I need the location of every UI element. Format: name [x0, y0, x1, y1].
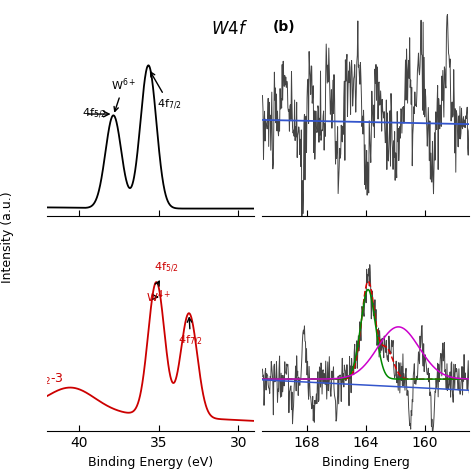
Text: 4f$_{5/2}$: 4f$_{5/2}$ — [155, 261, 179, 286]
Text: Intensity (a.u.): Intensity (a.u.) — [0, 191, 14, 283]
X-axis label: Binding Energ: Binding Energ — [322, 456, 410, 469]
Text: W$^{4+}$: W$^{4+}$ — [146, 289, 172, 305]
Text: (b): (b) — [273, 20, 295, 34]
X-axis label: Binding Energy (eV): Binding Energy (eV) — [88, 456, 213, 469]
Text: W$^{6+}$: W$^{6+}$ — [111, 76, 137, 111]
Text: 4f$_{7/2}$: 4f$_{7/2}$ — [151, 72, 182, 111]
Text: $\mathit{W4f}$: $\mathit{W4f}$ — [211, 20, 248, 38]
Text: 4f$_{5/2}$: 4f$_{5/2}$ — [82, 107, 107, 121]
Text: 4f$_{7/2}$: 4f$_{7/2}$ — [178, 318, 203, 348]
Text: WS$_2$-3: WS$_2$-3 — [24, 372, 64, 387]
